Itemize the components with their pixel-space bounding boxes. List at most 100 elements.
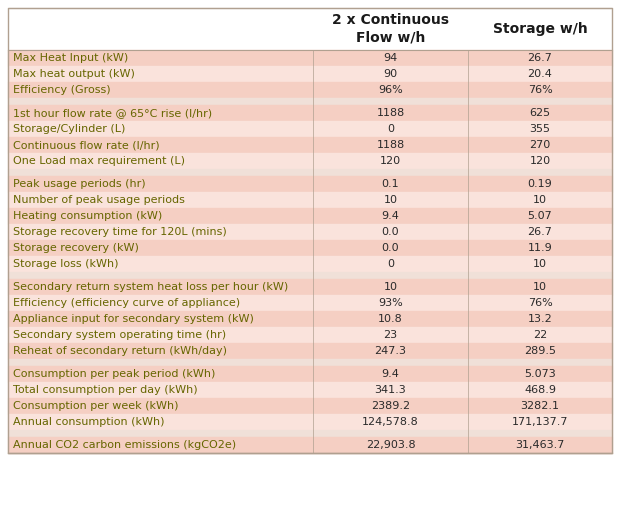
Bar — [8, 327, 612, 343]
Text: 22,903.8: 22,903.8 — [366, 440, 415, 450]
Text: 13.2: 13.2 — [528, 314, 552, 324]
Text: 270: 270 — [529, 140, 551, 150]
Text: 2389.2: 2389.2 — [371, 401, 410, 411]
Text: 96%: 96% — [378, 85, 403, 95]
Text: 5.073: 5.073 — [524, 369, 556, 379]
Bar — [8, 279, 612, 295]
Text: 289.5: 289.5 — [524, 346, 556, 356]
Bar — [8, 437, 612, 453]
Text: Storage loss (kWh): Storage loss (kWh) — [13, 259, 118, 269]
Text: 341.3: 341.3 — [374, 385, 406, 395]
Bar — [8, 121, 612, 137]
Text: One Load max requirement (L): One Load max requirement (L) — [13, 156, 185, 166]
Text: 625: 625 — [529, 108, 551, 118]
Text: Heating consumption (kW): Heating consumption (kW) — [13, 211, 162, 221]
Text: 10: 10 — [533, 195, 547, 205]
Text: 9.4: 9.4 — [381, 369, 399, 379]
Bar — [8, 8, 612, 50]
Text: Storage w/h: Storage w/h — [493, 22, 587, 36]
Text: Continuous flow rate (l/hr): Continuous flow rate (l/hr) — [13, 140, 159, 150]
Bar — [8, 240, 612, 256]
Text: Secondary system operating time (hr): Secondary system operating time (hr) — [13, 330, 226, 340]
Text: 94: 94 — [383, 53, 397, 63]
Bar — [8, 169, 612, 176]
Text: 76%: 76% — [528, 298, 552, 308]
Text: 1st hour flow rate @ 65°C rise (l/hr): 1st hour flow rate @ 65°C rise (l/hr) — [13, 108, 212, 118]
Text: Storage/Cylinder (L): Storage/Cylinder (L) — [13, 124, 125, 134]
Text: 93%: 93% — [378, 298, 403, 308]
Text: 31,463.7: 31,463.7 — [515, 440, 565, 450]
Text: 2 x Continuous
Flow w/h: 2 x Continuous Flow w/h — [332, 13, 449, 45]
Text: 1188: 1188 — [376, 108, 405, 118]
Bar — [8, 50, 612, 66]
Text: 9.4: 9.4 — [381, 211, 399, 221]
Text: 120: 120 — [380, 156, 401, 166]
Text: 10: 10 — [384, 195, 397, 205]
Text: 10: 10 — [533, 259, 547, 269]
Text: Efficiency (Gross): Efficiency (Gross) — [13, 85, 110, 95]
Text: 90: 90 — [383, 69, 397, 79]
Bar — [8, 176, 612, 192]
Bar — [8, 398, 612, 414]
Text: Annual consumption (kWh): Annual consumption (kWh) — [13, 417, 164, 427]
Bar — [8, 256, 612, 272]
Text: 0.0: 0.0 — [382, 243, 399, 253]
Text: 247.3: 247.3 — [374, 346, 407, 356]
Text: Secondary return system heat loss per hour (kW): Secondary return system heat loss per ho… — [13, 282, 288, 292]
Text: Total consumption per day (kWh): Total consumption per day (kWh) — [13, 385, 198, 395]
Text: 76%: 76% — [528, 85, 552, 95]
Text: 10: 10 — [384, 282, 397, 292]
Text: Annual CO2 carbon emissions (kgCO2e): Annual CO2 carbon emissions (kgCO2e) — [13, 440, 236, 450]
Text: 0: 0 — [387, 259, 394, 269]
Bar — [8, 359, 612, 366]
Text: 3282.1: 3282.1 — [521, 401, 559, 411]
Text: 11.9: 11.9 — [528, 243, 552, 253]
Bar — [8, 295, 612, 311]
Text: Consumption per week (kWh): Consumption per week (kWh) — [13, 401, 179, 411]
Bar — [8, 224, 612, 240]
Text: 10: 10 — [533, 282, 547, 292]
Text: 0.1: 0.1 — [382, 179, 399, 189]
Text: 0: 0 — [387, 124, 394, 134]
Bar — [8, 82, 612, 98]
Bar — [8, 414, 612, 430]
Bar — [8, 208, 612, 224]
Text: Consumption per peak period (kWh): Consumption per peak period (kWh) — [13, 369, 215, 379]
Text: Efficiency (efficiency curve of appliance): Efficiency (efficiency curve of applianc… — [13, 298, 240, 308]
Bar — [8, 343, 612, 359]
Text: 124,578.8: 124,578.8 — [362, 417, 419, 427]
Bar — [8, 105, 612, 121]
Bar — [8, 66, 612, 82]
Text: Peak usage periods (hr): Peak usage periods (hr) — [13, 179, 146, 189]
Text: Storage recovery (kW): Storage recovery (kW) — [13, 243, 139, 253]
Text: 26.7: 26.7 — [528, 227, 552, 237]
Bar — [8, 272, 612, 279]
Text: 0.19: 0.19 — [528, 179, 552, 189]
Text: Max heat output (kW): Max heat output (kW) — [13, 69, 135, 79]
Bar — [8, 8, 612, 453]
Text: 468.9: 468.9 — [524, 385, 556, 395]
Text: Number of peak usage periods: Number of peak usage periods — [13, 195, 185, 205]
Text: Reheat of secondary return (kWh/day): Reheat of secondary return (kWh/day) — [13, 346, 227, 356]
Text: Appliance input for secondary system (kW): Appliance input for secondary system (kW… — [13, 314, 254, 324]
Bar — [8, 430, 612, 437]
Text: 10.8: 10.8 — [378, 314, 403, 324]
Text: 26.7: 26.7 — [528, 53, 552, 63]
Bar — [8, 98, 612, 105]
Bar — [8, 382, 612, 398]
Text: 120: 120 — [529, 156, 551, 166]
Text: Storage recovery time for 120L (mins): Storage recovery time for 120L (mins) — [13, 227, 227, 237]
Text: 0.0: 0.0 — [382, 227, 399, 237]
Bar — [8, 192, 612, 208]
Text: 23: 23 — [383, 330, 397, 340]
Text: 22: 22 — [533, 330, 547, 340]
Text: 171,137.7: 171,137.7 — [512, 417, 569, 427]
Text: Max Heat Input (kW): Max Heat Input (kW) — [13, 53, 128, 63]
Text: 1188: 1188 — [376, 140, 405, 150]
Bar — [8, 366, 612, 382]
Text: 355: 355 — [529, 124, 551, 134]
Bar — [8, 153, 612, 169]
Text: 5.07: 5.07 — [528, 211, 552, 221]
Bar — [8, 137, 612, 153]
Bar — [8, 311, 612, 327]
